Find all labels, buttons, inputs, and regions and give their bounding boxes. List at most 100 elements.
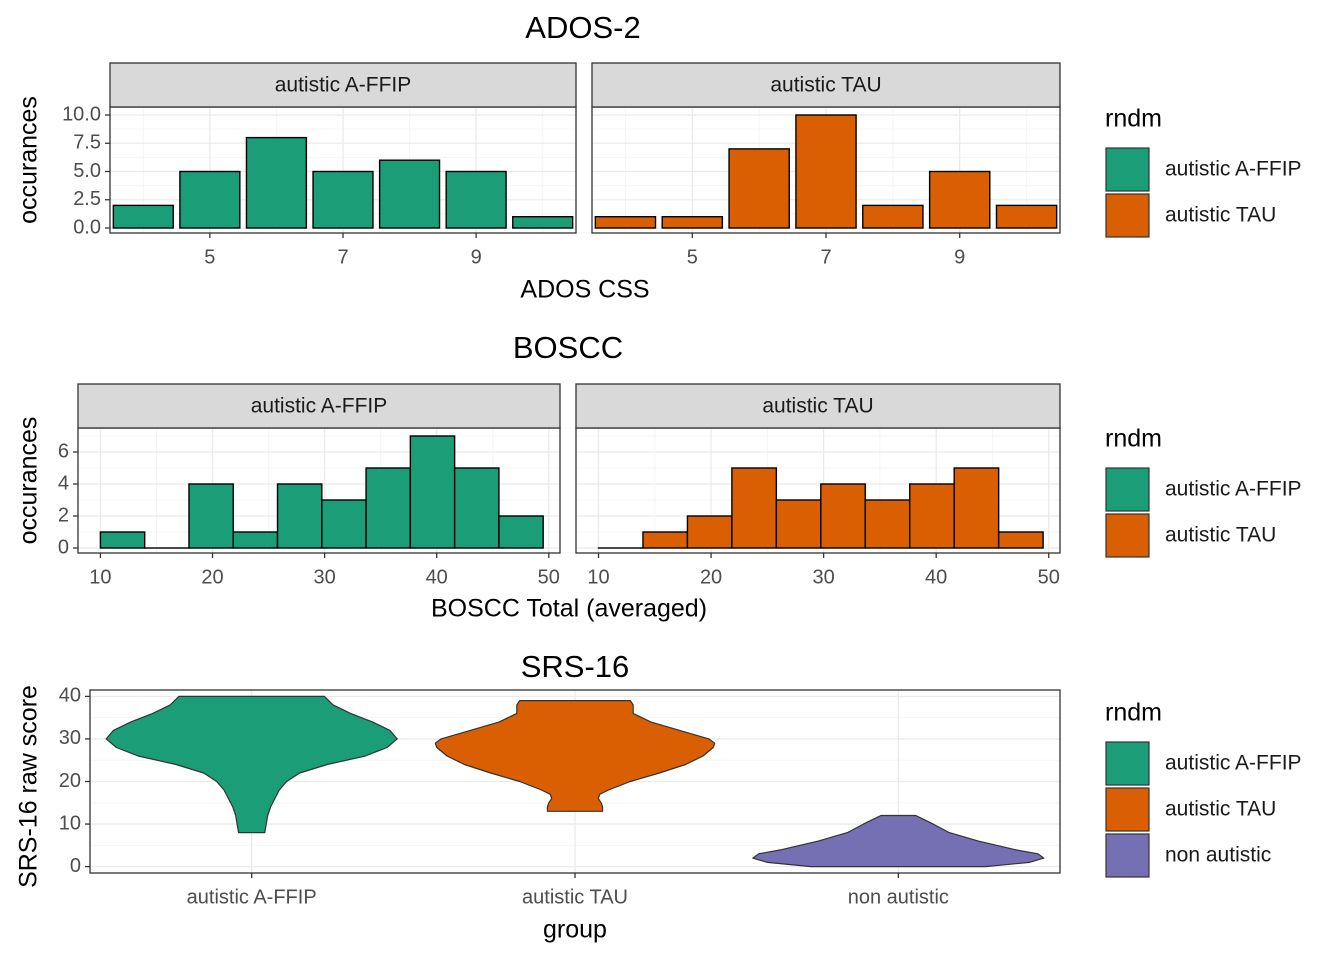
x-tick-label: 50 bbox=[538, 566, 560, 588]
violin-shape bbox=[752, 814, 1045, 868]
x-tick-label: 9 bbox=[471, 246, 482, 268]
legend-title: rndm bbox=[1105, 105, 1162, 133]
legend-key bbox=[1105, 193, 1150, 238]
bar bbox=[953, 467, 1000, 549]
bar bbox=[512, 215, 574, 229]
bar bbox=[409, 435, 456, 549]
bar bbox=[775, 499, 822, 549]
x-axis-label: ADOS CSS bbox=[520, 276, 649, 304]
legend-key bbox=[1105, 787, 1150, 832]
y-tick-label: 2.5 bbox=[73, 188, 101, 210]
x-tick-label: 40 bbox=[925, 566, 947, 588]
facet-strip bbox=[109, 62, 577, 108]
bar bbox=[864, 499, 911, 549]
legend-label: autistic A-FFIP bbox=[1165, 478, 1302, 501]
y-axis-label: occurances bbox=[15, 417, 43, 545]
y-tick-label: 0.0 bbox=[73, 216, 101, 238]
y-tick-label: 4 bbox=[58, 472, 69, 494]
facet-strip bbox=[575, 383, 1061, 429]
x-tick-label: 50 bbox=[1038, 566, 1060, 588]
y-tick-label: 10 bbox=[59, 812, 81, 834]
x-tick-label: 40 bbox=[426, 566, 448, 588]
bar bbox=[245, 136, 308, 229]
bar bbox=[99, 531, 146, 549]
y-tick-label: 0 bbox=[58, 536, 69, 558]
x-tick-label: 10 bbox=[587, 566, 609, 588]
y-axis-label: SRS-16 raw score bbox=[15, 685, 43, 888]
violin-panel: autistic A-FFIP autistic TAU non autistic 0… bbox=[59, 685, 1061, 908]
facet-strip-label: autistic TAU bbox=[770, 74, 881, 97]
x-tick-label: 5 bbox=[204, 246, 215, 268]
bar bbox=[661, 215, 724, 229]
bar bbox=[378, 159, 441, 229]
y-tick-label: 6 bbox=[58, 440, 69, 462]
chart-ados: ADOS-2 autistic A-FFIP 5 7 9 0.0 2.5 5.0 7.5 10.0… bbox=[15, 10, 1302, 303]
y-axis-label: occurances bbox=[15, 96, 43, 224]
legend-key bbox=[1105, 147, 1150, 192]
bar bbox=[445, 170, 507, 229]
y-tick-label: 20 bbox=[59, 770, 81, 792]
y-tick-label: 7.5 bbox=[73, 132, 101, 154]
bar bbox=[594, 215, 657, 229]
x-tick-label: 30 bbox=[813, 566, 835, 588]
x-tick-label: 7 bbox=[820, 246, 831, 268]
legend-key bbox=[1105, 467, 1150, 512]
bar bbox=[909, 483, 955, 549]
facet-panel: autistic TAU 10 20 30 40 50 bbox=[575, 383, 1061, 588]
facet-strip-label: autistic A-FFIP bbox=[275, 74, 412, 97]
bar bbox=[276, 483, 323, 549]
chart-srs: SRS-16 autistic A-FFIP autistic TAU non aut… bbox=[15, 649, 1302, 943]
y-tick-label: 2 bbox=[58, 504, 69, 526]
x-tick-label: autistic TAU bbox=[522, 886, 628, 908]
y-tick-label: 40 bbox=[59, 685, 81, 707]
bar bbox=[179, 170, 241, 229]
x-tick-label: 9 bbox=[954, 246, 965, 268]
facet-strip bbox=[77, 383, 561, 429]
bar bbox=[312, 170, 374, 229]
legend-key bbox=[1105, 513, 1150, 558]
y-tick-label: 5.0 bbox=[73, 160, 101, 182]
legend-label: autistic TAU bbox=[1165, 798, 1276, 821]
bar bbox=[232, 531, 279, 549]
legend-title: rndm bbox=[1105, 425, 1162, 453]
facet-strip bbox=[591, 62, 1061, 108]
y-tick-label: 10.0 bbox=[62, 103, 101, 125]
x-tick-label: 20 bbox=[201, 566, 223, 588]
x-tick-label: 30 bbox=[313, 566, 335, 588]
facet-strip-label: autistic A-FFIP bbox=[251, 395, 388, 418]
x-axis-label: group bbox=[543, 916, 607, 944]
y-tick-label: 0 bbox=[70, 855, 81, 877]
x-tick-label: 10 bbox=[89, 566, 111, 588]
chart-title: SRS-16 bbox=[521, 649, 630, 684]
violin-shape bbox=[105, 695, 398, 834]
y-tick-label: 30 bbox=[59, 727, 81, 749]
legend-label: autistic TAU bbox=[1165, 204, 1276, 227]
bar bbox=[995, 204, 1058, 229]
x-tick-label: autistic A-FFIP bbox=[187, 886, 317, 908]
facet-panel: autistic TAU 5 7 9 bbox=[591, 62, 1061, 268]
legend-label: non autistic bbox=[1165, 844, 1271, 867]
bar bbox=[862, 204, 924, 229]
x-axis-label: BOSCC Total (averaged) bbox=[431, 595, 707, 623]
bar bbox=[928, 170, 991, 229]
bar bbox=[686, 515, 733, 549]
legend-key bbox=[1105, 741, 1150, 786]
facet-panel: autistic A-FFIP 10 20 30 40 50 0 2 4 6 bbox=[58, 383, 561, 588]
bar bbox=[642, 531, 689, 549]
bar bbox=[728, 148, 790, 229]
facet-strip-label: autistic TAU bbox=[762, 395, 873, 418]
violin-shape bbox=[434, 700, 716, 812]
bar bbox=[820, 483, 866, 549]
bar bbox=[498, 515, 544, 549]
chart-title: ADOS-2 bbox=[525, 10, 640, 45]
x-tick-label: 5 bbox=[687, 246, 698, 268]
x-tick-label: 20 bbox=[700, 566, 722, 588]
bar bbox=[321, 499, 367, 549]
legend-key bbox=[1105, 833, 1150, 878]
facet-panel: autistic A-FFIP 5 7 9 0.0 2.5 5.0 7.5 10.0 bbox=[62, 62, 577, 268]
legend-title: rndm bbox=[1105, 699, 1162, 727]
bar bbox=[365, 467, 412, 549]
legend-label: autistic A-FFIP bbox=[1165, 752, 1302, 775]
